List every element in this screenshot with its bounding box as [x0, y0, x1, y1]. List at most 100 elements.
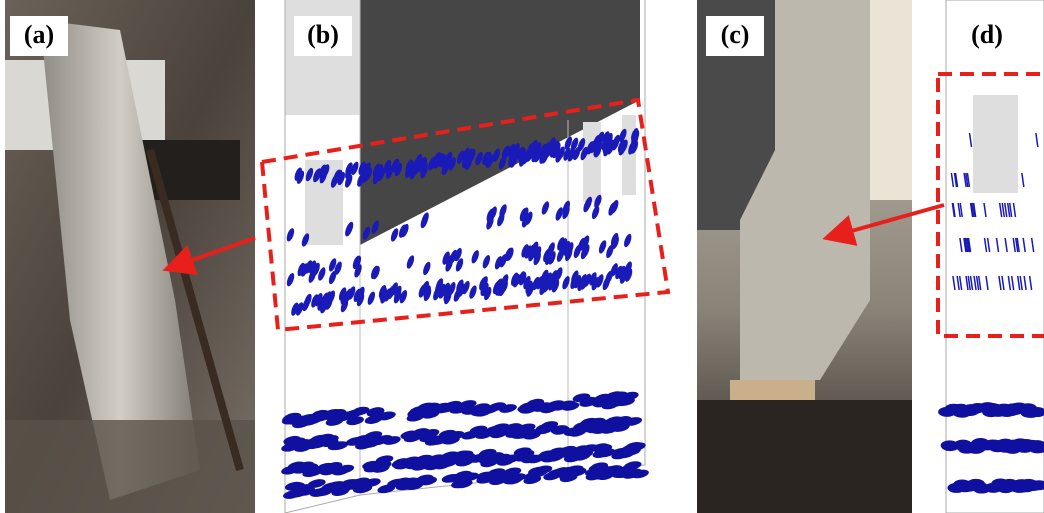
highlight-box — [936, 72, 1044, 338]
crack-mark — [324, 291, 332, 305]
rebar — [146, 148, 244, 472]
crack-mark — [506, 424, 524, 434]
crack-mark — [589, 272, 597, 286]
crack-mark — [503, 473, 521, 483]
crack-mark — [539, 281, 547, 296]
crack-mark — [294, 167, 302, 181]
crack-mark — [384, 288, 392, 302]
crack-mark — [965, 275, 969, 291]
crack-mark — [541, 269, 549, 283]
crack-mark — [539, 403, 557, 413]
crack-mark — [610, 263, 618, 277]
crack-mark — [300, 263, 309, 277]
crack-mark — [562, 276, 570, 290]
crack-mark — [545, 452, 564, 462]
crack-mark — [414, 154, 423, 168]
crack-mark — [579, 274, 588, 288]
crack-mark — [378, 284, 387, 299]
crack-mark — [330, 441, 349, 450]
crack-mark — [1014, 237, 1019, 253]
crack-mark — [438, 285, 446, 299]
crack-mark — [372, 170, 381, 185]
crack-mark — [573, 244, 582, 259]
crack-mark — [406, 255, 415, 269]
crack-mark — [392, 158, 400, 173]
crack-mark — [448, 157, 456, 171]
crack-mark — [353, 288, 362, 302]
arrow — [822, 203, 945, 246]
crack-mark — [340, 298, 349, 313]
crack-mark — [516, 429, 534, 439]
crack-mark — [454, 452, 473, 462]
crack-mark — [619, 128, 627, 143]
panel-label: (a) — [24, 20, 54, 49]
crack-mark — [442, 156, 450, 170]
crack-mark — [552, 426, 570, 435]
crack-mark — [580, 146, 588, 161]
crack-mark — [421, 280, 430, 295]
crack-mark — [397, 480, 415, 489]
crack-mark — [371, 464, 390, 473]
crack-mark — [969, 275, 974, 291]
crack-mark — [1007, 275, 1012, 291]
column — [740, 0, 870, 380]
crack-mark — [954, 441, 973, 452]
crack-mark — [954, 172, 959, 188]
crack-mark — [557, 146, 565, 160]
crack-mark — [563, 147, 571, 161]
crack-mark — [585, 471, 604, 481]
crack-mark — [1010, 482, 1029, 493]
label-box — [706, 16, 764, 56]
crack-mark — [1010, 275, 1015, 291]
crack-mark — [321, 482, 340, 492]
block — [973, 95, 1018, 193]
crack-mark — [475, 151, 483, 166]
crack-mark — [973, 275, 977, 291]
crack-mark — [570, 137, 579, 151]
crack-mark — [497, 213, 505, 227]
crack-mark — [631, 128, 639, 142]
crack-mark — [567, 148, 576, 162]
crack-mark — [598, 240, 607, 254]
crack-mark — [378, 411, 396, 421]
crack-mark — [337, 171, 345, 186]
crack-mark — [518, 404, 537, 414]
floor — [697, 400, 912, 513]
crack-mark — [521, 244, 529, 258]
crack-mark — [612, 417, 631, 427]
crack-mark — [556, 248, 565, 262]
crack-mark — [433, 286, 441, 301]
crack-mark — [562, 200, 571, 214]
block — [583, 122, 601, 202]
crack-mark — [983, 202, 987, 218]
crack-mark — [392, 458, 411, 467]
crack-mark — [454, 247, 462, 262]
crack-mark — [358, 161, 366, 175]
crack-mark — [617, 139, 626, 153]
crack-mark — [296, 170, 305, 184]
crack-mark — [335, 412, 354, 422]
crack-mark — [983, 237, 988, 253]
crack-mark — [1012, 237, 1016, 253]
crack-mark — [558, 400, 576, 410]
crack-mark — [482, 255, 491, 269]
crack-mark — [541, 201, 550, 215]
crack-mark — [421, 212, 429, 226]
crack-mark — [328, 270, 337, 285]
crack-mark — [409, 165, 418, 180]
crack-mark — [620, 267, 628, 282]
crack-mark — [428, 454, 446, 464]
panel-d — [936, 0, 1044, 513]
crack-mark — [1022, 237, 1026, 253]
crack-mark — [457, 150, 465, 164]
crack-mark — [421, 409, 440, 419]
crack-mark — [385, 165, 394, 179]
crack-mark — [305, 167, 314, 182]
crack-mark — [352, 255, 361, 270]
wood — [730, 380, 815, 400]
crack-mark — [552, 144, 560, 159]
crack-mark — [957, 202, 961, 218]
crack-mark — [398, 224, 407, 238]
crack-mark — [498, 156, 507, 170]
